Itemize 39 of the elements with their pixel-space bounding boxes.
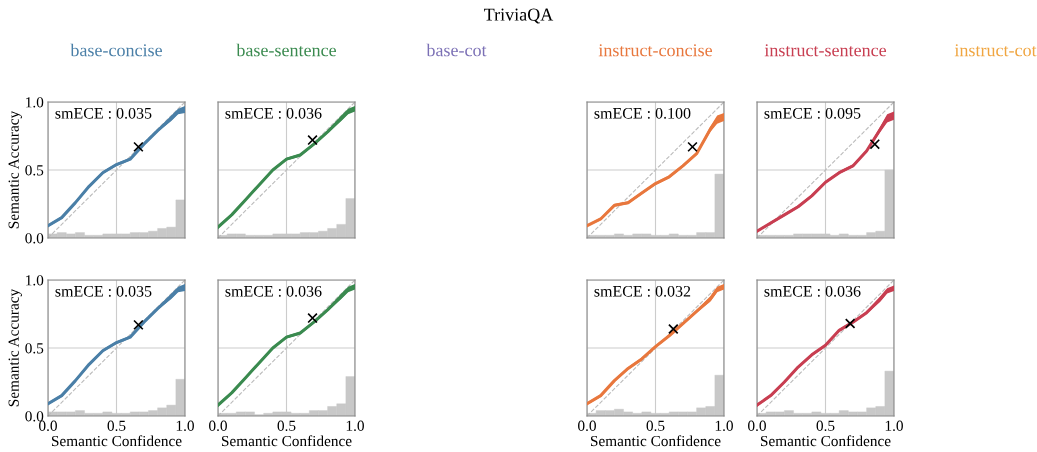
x-axis-title: Semantic Confidence	[590, 435, 721, 447]
y-tick-label: 1.0	[26, 97, 44, 108]
y-tick-label: 0.0	[25, 233, 44, 244]
x-axis-title: Semantic Confidence	[51, 435, 182, 447]
x-tick-label: 0.5	[277, 420, 296, 431]
x-tick-label: 0.5	[646, 420, 665, 431]
chart-title: base-concise	[70, 43, 162, 57]
x-tick-label: 0.0	[209, 420, 227, 431]
chart-title: base-sentence	[236, 43, 336, 57]
chart-title: instruct-concise	[598, 44, 713, 57]
y-axis-title: Semantic Accuracy	[8, 288, 22, 407]
y-tick-label: 1.0	[26, 275, 44, 286]
annotation: smECE : 0.035	[55, 285, 152, 297]
x-axis-title: Semantic Confidence	[221, 435, 352, 447]
annotation: smECE : 0.036	[225, 107, 322, 119]
annotation: smECE : 0.100	[594, 107, 691, 119]
x-tick-label: 0.5	[816, 420, 835, 431]
x-tick-label: 0.0	[578, 420, 596, 431]
x-tick-label: 1.0	[885, 420, 903, 431]
annotation: smECE : 0.095	[764, 107, 861, 119]
x-tick-label: 1.0	[715, 420, 733, 431]
text: base-cot	[426, 43, 487, 57]
x-tick-label: 1.0	[346, 420, 364, 431]
x-tick-label: 1.0	[176, 420, 194, 431]
annotation: smECE : 0.035	[55, 107, 152, 119]
x-axis-title: Semantic Confidence	[760, 435, 891, 447]
y-axis-title: Semantic Accuracy	[8, 110, 22, 229]
y-tick-label: 0.5	[25, 343, 44, 354]
annotation: smECE : 0.032	[594, 285, 691, 297]
x-tick-label: 0.0	[748, 420, 766, 431]
annotation: smECE : 0.036	[225, 285, 322, 297]
y-tick-label: 0.5	[25, 165, 44, 176]
chart-title: instruct-sentence	[764, 44, 887, 57]
x-tick-label: 0.0	[39, 420, 57, 431]
x-tick-label: 0.5	[107, 420, 126, 431]
y-tick-label: 0.0	[25, 411, 44, 422]
text: TriviaQA	[484, 8, 554, 24]
annotation: smECE : 0.036	[764, 285, 861, 297]
text: instruct-cot	[954, 44, 1037, 57]
